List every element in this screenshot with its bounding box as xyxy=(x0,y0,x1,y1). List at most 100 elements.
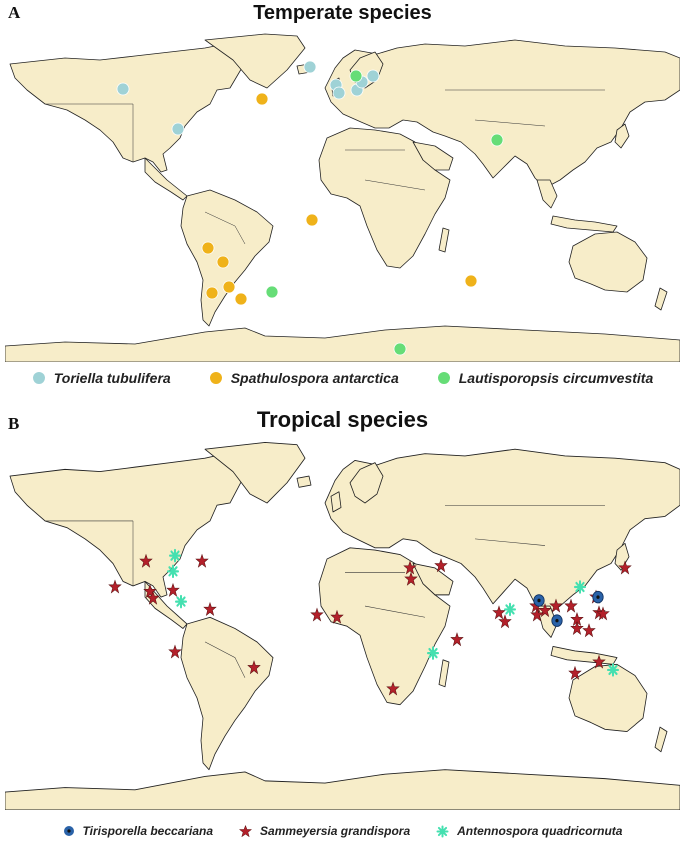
legend-toriella: Toriella tubulifera xyxy=(32,370,171,386)
occurrence-marker-lautisporopsis xyxy=(265,285,279,299)
south-america-land xyxy=(180,616,274,771)
legend-label: Sammeyersia grandispora xyxy=(260,824,411,838)
occurrence-marker-lautisporopsis xyxy=(393,342,407,356)
legend-antennospora: Antennospora quadricornuta xyxy=(436,824,622,838)
panel-b-letter: B xyxy=(8,414,20,433)
occurrence-marker-spathulospora xyxy=(205,286,219,300)
scandinavia-land xyxy=(349,462,384,504)
occurrence-marker-tirisporella xyxy=(551,614,563,627)
panel-a-title: Temperate species xyxy=(253,2,432,24)
legend-sammeyersia: Sammeyersia grandispora xyxy=(239,824,410,838)
legend-tirisporella: Tirisporella beccariana xyxy=(63,824,214,838)
temperate-markers xyxy=(116,60,504,356)
se-asia-land xyxy=(536,179,558,209)
sammeyersia-legend-icon xyxy=(239,824,253,837)
legend-spathulospora: Spathulospora antarctica xyxy=(209,370,399,386)
occurrence-marker-sammeyersia xyxy=(549,598,563,613)
occurrence-marker-antennospora xyxy=(574,580,586,594)
australia-land xyxy=(568,231,648,293)
occurrence-marker-spathulospora xyxy=(234,292,248,306)
tropical-map-svg xyxy=(5,442,680,810)
tirisporella-legend-icon xyxy=(63,826,74,836)
occurrence-marker-sammeyersia xyxy=(530,607,544,622)
occurrence-marker-sammeyersia xyxy=(330,609,344,624)
lautisporopsis-legend-icon xyxy=(437,372,450,384)
legend-label: Tirisporella beccariana xyxy=(82,824,214,838)
tropical-map xyxy=(5,438,680,810)
occurrence-marker-sammeyersia xyxy=(434,558,448,573)
occurrence-marker-lautisporopsis xyxy=(490,133,504,147)
occurrence-marker-sammeyersia xyxy=(492,605,506,620)
occurrence-marker-tirisporella xyxy=(592,590,604,604)
occurrence-marker-sammeyersia xyxy=(108,579,122,594)
iceland-land xyxy=(296,475,312,488)
japan-land xyxy=(614,123,630,149)
greenland-land xyxy=(204,442,306,504)
occurrence-marker-sammeyersia xyxy=(450,632,464,647)
occurrence-marker-toriella xyxy=(366,69,380,83)
occurrence-marker-antennospora xyxy=(175,594,187,609)
occurrence-marker-sammeyersia xyxy=(538,603,552,618)
legend-label: Spathulospora antarctica xyxy=(230,370,399,386)
occurrence-marker-antennospora xyxy=(169,548,181,563)
occurrence-marker-toriella xyxy=(116,82,130,96)
madagascar-land xyxy=(438,659,450,688)
occurrence-marker-antennospora xyxy=(607,663,619,677)
north-america-land xyxy=(9,448,258,598)
tropical-markers xyxy=(108,548,632,696)
occurrence-marker-spathulospora xyxy=(255,92,269,106)
britain-land xyxy=(330,491,342,513)
occurrence-marker-tirisporella xyxy=(533,594,545,607)
occurrence-marker-lautisporopsis xyxy=(349,69,363,83)
occurrence-marker-antennospora xyxy=(504,602,516,617)
antarctica-land xyxy=(5,325,680,362)
arabia-land xyxy=(412,563,454,596)
indonesia-land xyxy=(550,645,618,665)
occurrence-marker-sammeyersia xyxy=(310,607,324,622)
panel-a-legend: Toriella tubulifera Spathulospora antarc… xyxy=(0,370,685,386)
temperate-map xyxy=(5,30,680,362)
occurrence-marker-toriella xyxy=(171,122,185,136)
occurrence-marker-sammeyersia xyxy=(618,560,632,575)
africa-land xyxy=(318,127,451,269)
occurrence-marker-sammeyersia xyxy=(146,590,160,605)
occurrence-marker-spathulospora xyxy=(201,241,215,255)
panel-b-title: Tropical species xyxy=(256,407,429,432)
occurrence-marker-sammeyersia xyxy=(592,654,606,669)
temperate-map-svg xyxy=(5,33,680,362)
panel-a-letter: A xyxy=(8,3,21,22)
occurrence-marker-sammeyersia xyxy=(195,553,209,568)
occurrence-marker-spathulospora xyxy=(464,274,478,288)
occurrence-marker-sammeyersia xyxy=(403,560,417,575)
legend-label: Antennospora quadricornuta xyxy=(457,824,623,838)
toriella-legend-icon xyxy=(32,372,45,384)
occurrence-marker-sammeyersia xyxy=(166,582,180,597)
occurrence-marker-sammeyersia xyxy=(596,606,610,621)
africa-land xyxy=(318,547,451,706)
occurrence-marker-sammeyersia xyxy=(203,601,217,616)
australia-land xyxy=(568,663,648,733)
occurrence-marker-sammeyersia xyxy=(568,665,582,680)
occurrence-marker-sammeyersia xyxy=(582,623,596,638)
antarctica-land xyxy=(5,769,680,810)
indonesia-land xyxy=(550,215,618,233)
legend-lautisporopsis: Lautisporopsis circumvestita xyxy=(437,370,654,386)
greenland-land xyxy=(204,33,306,89)
occurrence-marker-sammeyersia xyxy=(247,660,261,675)
occurrence-marker-spathulospora xyxy=(305,213,319,227)
eurasia-land xyxy=(324,448,680,616)
occurrence-marker-spathulospora xyxy=(222,280,236,294)
occurrence-marker-sammeyersia xyxy=(404,571,418,586)
arabia-land xyxy=(412,141,454,171)
occurrence-marker-toriella xyxy=(332,86,346,100)
north-america-land xyxy=(9,39,258,173)
panel-b-legend: Tirisporella beccariana Sammeyersia gran… xyxy=(0,824,685,838)
eurasia-land xyxy=(324,39,680,189)
central-america-land xyxy=(144,157,188,201)
occurrence-marker-sammeyersia xyxy=(386,681,400,696)
new-zealand-land xyxy=(654,726,668,753)
legend-label: Lautisporopsis circumvestita xyxy=(458,370,654,386)
occurrence-marker-antennospora xyxy=(427,646,439,660)
occurrence-marker-sammeyersia xyxy=(139,553,153,568)
occurrence-marker-spathulospora xyxy=(216,255,230,269)
